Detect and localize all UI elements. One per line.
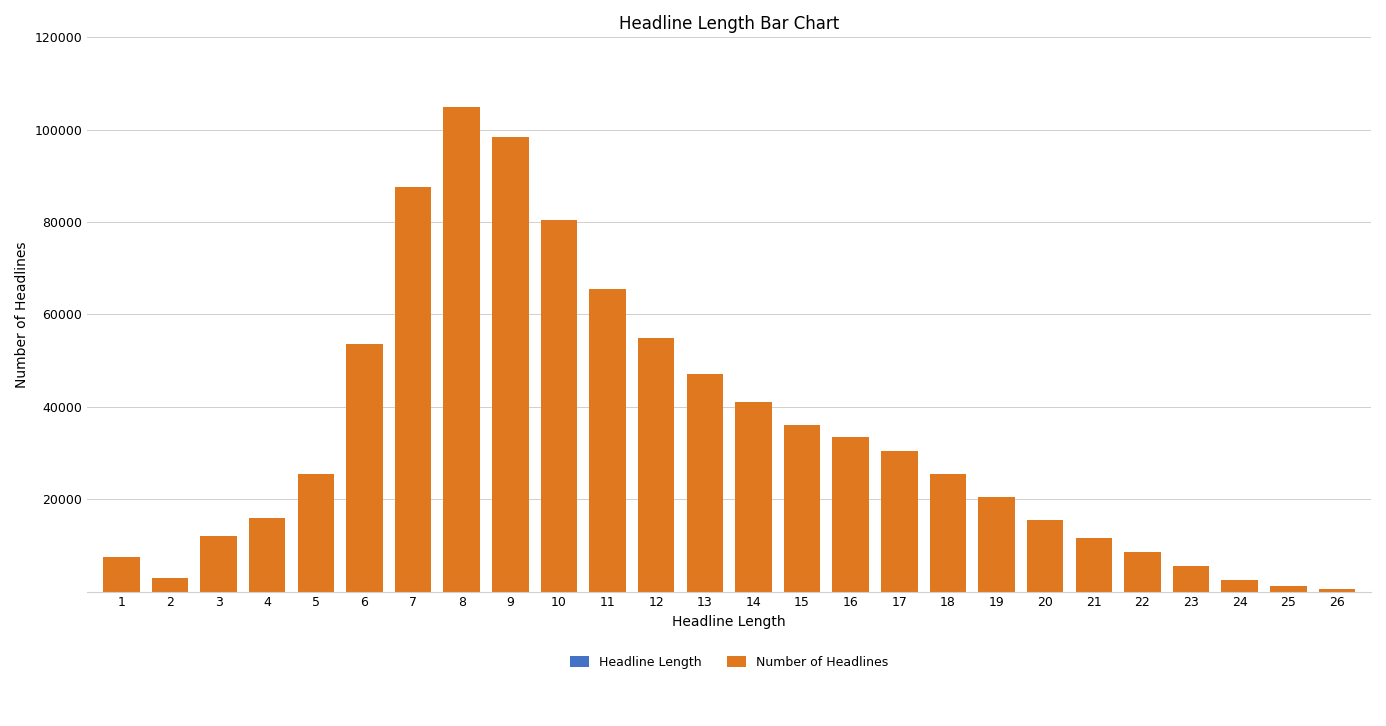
Bar: [541, 220, 577, 592]
Bar: [103, 557, 140, 592]
Title: Headline Length Bar Chart: Headline Length Bar Chart: [620, 15, 840, 33]
Bar: [1027, 520, 1063, 592]
Bar: [298, 474, 334, 592]
Y-axis label: Number of Headlines: Number of Headlines: [15, 241, 29, 388]
Bar: [589, 289, 626, 592]
Bar: [1270, 586, 1307, 592]
X-axis label: Headline Length: Headline Length: [672, 615, 786, 629]
Bar: [833, 437, 869, 592]
Bar: [784, 425, 821, 592]
Bar: [638, 338, 675, 592]
Bar: [735, 402, 772, 592]
Bar: [930, 474, 966, 592]
Bar: [1173, 566, 1210, 592]
Bar: [249, 518, 286, 592]
Bar: [492, 136, 528, 592]
Bar: [346, 344, 383, 592]
Bar: [395, 187, 431, 592]
Bar: [1076, 539, 1112, 592]
Bar: [201, 536, 237, 592]
Bar: [1318, 590, 1356, 592]
Bar: [1124, 552, 1160, 592]
Bar: [151, 578, 188, 592]
Bar: [979, 497, 1015, 592]
Bar: [1221, 580, 1258, 592]
Legend: Headline Length, Number of Headlines: Headline Length, Number of Headlines: [565, 651, 893, 674]
Bar: [444, 107, 480, 592]
Bar: [686, 375, 723, 592]
Bar: [881, 451, 918, 592]
